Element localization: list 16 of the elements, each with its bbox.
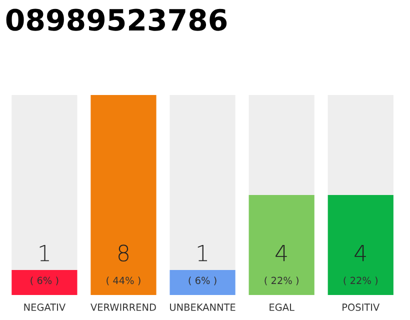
annotation: ( 6% ) bbox=[188, 276, 216, 286]
x-tick-label: VERWIRREND bbox=[90, 304, 156, 311]
data-label: 4 bbox=[354, 244, 366, 262]
annotation: ( 44% ) bbox=[106, 276, 140, 286]
data-label: 1 bbox=[40, 244, 49, 262]
x-tick-label: UNBEKANNTE bbox=[170, 304, 236, 311]
data-label: 1 bbox=[198, 244, 208, 262]
chart-title: 08989523786 bbox=[6, 8, 227, 31]
annotation: ( 22% ) bbox=[344, 276, 378, 286]
annotation: ( 22% ) bbox=[264, 276, 298, 286]
annotation: ( 6% ) bbox=[30, 276, 58, 286]
x-tick-label: NEGATIV bbox=[24, 304, 66, 311]
x-tick-label: POSITIV bbox=[342, 304, 380, 311]
data-label: 8 bbox=[118, 244, 128, 262]
x-tick-label: EGAL bbox=[270, 304, 294, 311]
data-label: 4 bbox=[276, 244, 287, 262]
